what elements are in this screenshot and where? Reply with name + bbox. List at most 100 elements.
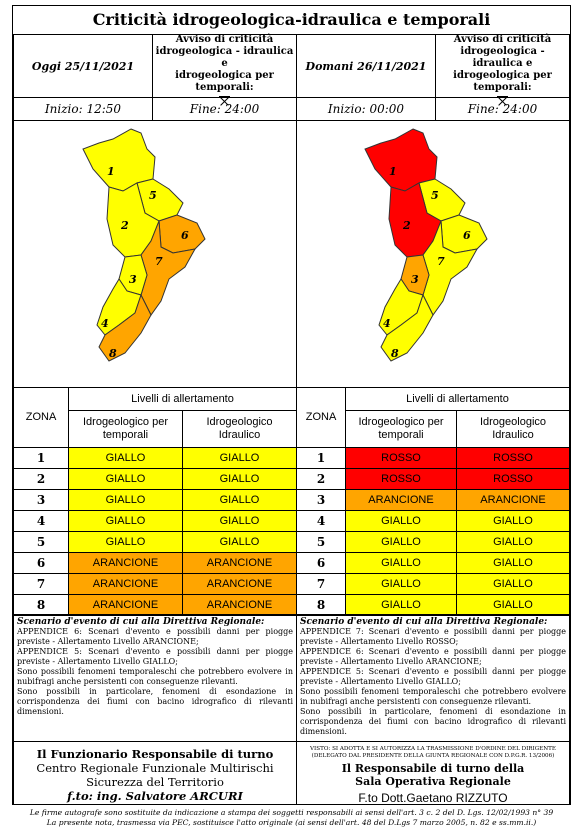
zone-row: 4 GIALLO GIALLO [296, 510, 570, 532]
zone-row: 1 ROSSO ROSSO [296, 447, 570, 469]
levels-header: Livelli di allertamento [68, 387, 297, 411]
zone-number: 4 [296, 510, 346, 532]
level-idrogeo-idraulico: GIALLO [456, 531, 570, 553]
zona-header: ZONA [13, 387, 69, 448]
svg-text:6: 6 [463, 229, 471, 242]
level-idrogeo-temporali: GIALLO [68, 531, 183, 553]
avviso-line3: idrogeologica per temporali: [175, 70, 274, 93]
level-idrogeo-temporali: GIALLO [68, 468, 183, 490]
zone-row: 1 GIALLO GIALLO [13, 447, 297, 469]
zone-row: 2 ROSSO ROSSO [296, 468, 570, 490]
levels-header: Livelli di allertamento [345, 387, 570, 411]
level-idrogeo-temporali: GIALLO [345, 573, 457, 595]
level-idrogeo-temporali: ROSSO [345, 468, 457, 490]
col-idrogeologico-idraulico: Idrogeologico Idraulico [456, 410, 570, 448]
sign-left-office: Centro Regionale Funzionale Multirischi [36, 761, 274, 775]
zone-row: 2 GIALLO GIALLO [13, 468, 297, 490]
tomorrow-label: Domani 26/11/2021 [296, 34, 436, 98]
zone-number: 7 [13, 573, 69, 595]
tomorrow-end: Fine: 24:00 [435, 97, 570, 121]
zone-row: 3 ARANCIONE ARANCIONE [296, 489, 570, 511]
zone-row: 7 ARANCIONE ARANCIONE [13, 573, 297, 595]
level-idrogeo-temporali: GIALLO [345, 594, 457, 616]
avviso-line2: idrogeologica - idraulica e [460, 46, 545, 69]
scenario-line: Sono possibili in particolare, fenomeni … [300, 707, 566, 736]
level-idrogeo-idraulico: GIALLO [456, 573, 570, 595]
sign-right-room: Sala Operativa Regionale [355, 775, 511, 788]
scenario-line: APPENDICE 6: Scenari d'evento e possibil… [17, 627, 293, 646]
col-idrogeologico-idraulico: Idrogeologico Idraulico [182, 410, 297, 448]
zone-row: 5 GIALLO GIALLO [296, 531, 570, 553]
avviso-line1: Avviso di criticità [175, 34, 274, 45]
svg-text:1: 1 [389, 165, 397, 178]
sign-left-role: Il Funzionario Responsabile di turno [36, 747, 274, 761]
scenario-tomorrow: Scenario d'evento di cui alla Direttiva … [296, 614, 570, 742]
calabria-map-today: 1 5 2 6 7 3 4 8 [82, 128, 206, 362]
tomorrow-avviso: Avviso di criticità idrogeologica - idra… [435, 34, 570, 98]
level-idrogeo-temporali: ARANCIONE [345, 489, 457, 511]
zone-row: 6 ARANCIONE ARANCIONE [13, 552, 297, 574]
signature-left: Il Funzionario Responsabile di turno Cen… [13, 741, 297, 805]
col-idrogeologico-temporali: Idrogeologico per temporali [68, 410, 183, 448]
sign-left-dept: Sicurezza del Territorio [86, 775, 224, 789]
level-idrogeo-idraulico: GIALLO [182, 447, 297, 469]
svg-text:8: 8 [391, 347, 399, 360]
zone-number: 6 [13, 552, 69, 574]
level-idrogeo-temporali: GIALLO [68, 510, 183, 532]
level-idrogeo-idraulico: GIALLO [182, 489, 297, 511]
levels-table-today: ZONA Livelli di allertamento Idrogeologi… [13, 387, 297, 616]
zone-row: 6 GIALLO GIALLO [296, 552, 570, 574]
page-title: Criticità idrogeologica-idraulica e temp… [13, 6, 570, 35]
avviso-line2: idrogeologica - idraulica e [155, 46, 294, 69]
document-frame: Criticità idrogeologica-idraulica e temp… [12, 5, 571, 805]
level-idrogeo-idraulico: ARANCIONE [182, 552, 297, 574]
zone-rows-tomorrow: 1 ROSSO ROSSO 2 ROSSO ROSSO 3 ARANCIONE ARANCION… [296, 447, 570, 616]
zone-row: 8 ARANCIONE ARANCIONE [13, 594, 297, 616]
svg-text:6: 6 [181, 229, 189, 242]
footer-note-1: Le firme autografe sono sostituite da in… [29, 808, 554, 817]
scenario-line: Sono possibili fenomeni temporaleschi ch… [300, 687, 566, 706]
avviso-line3: idrogeologica per temporali: [453, 70, 552, 93]
zone-row: 3 GIALLO GIALLO [13, 489, 297, 511]
svg-text:5: 5 [149, 189, 157, 202]
svg-text:5: 5 [431, 189, 439, 202]
scenario-line: Sono possibili in particolare, fenomeni … [17, 687, 293, 716]
scenario-title: Scenario d'evento di cui alla Direttiva … [17, 617, 265, 627]
zone-number: 5 [13, 531, 69, 553]
level-idrogeo-idraulico: GIALLO [456, 510, 570, 532]
scenario-today: Scenario d'evento di cui alla Direttiva … [13, 614, 297, 742]
zone-number: 7 [296, 573, 346, 595]
visto-line2: (DELEGATO DAL PRESIDENTE DELLA GIUNTA RE… [311, 753, 555, 759]
zone-number: 5 [296, 531, 346, 553]
level-idrogeo-idraulico: ROSSO [456, 447, 570, 469]
level-idrogeo-temporali: GIALLO [68, 447, 183, 469]
footer-note-2: La presente nota, trasmessa via PEC, sos… [46, 818, 537, 827]
level-idrogeo-idraulico: GIALLO [456, 552, 570, 574]
scenario-line: Sono possibili fenomeni temporaleschi ch… [17, 667, 293, 686]
level-idrogeo-idraulico: ROSSO [456, 468, 570, 490]
zone-row: 7 GIALLO GIALLO [296, 573, 570, 595]
zone-number: 2 [296, 468, 346, 490]
sign-right-role: Il Responsabile di turno della [341, 762, 525, 775]
level-idrogeo-temporali: GIALLO [68, 489, 183, 511]
svg-text:2: 2 [120, 219, 129, 232]
map-zone-8 [380, 293, 434, 362]
svg-text:8: 8 [109, 347, 117, 360]
level-idrogeo-idraulico: GIALLO [182, 468, 297, 490]
level-idrogeo-temporali: GIALLO [345, 510, 457, 532]
col-idrogeologico-temporali: Idrogeologico per temporali [345, 410, 457, 448]
calabria-map-tomorrow: 1 5 2 6 7 3 4 8 [364, 128, 488, 362]
zone-rows-today: 1 GIALLO GIALLO 2 GIALLO GIALLO 3 GIALLO GIALLO 4… [13, 447, 297, 616]
zone-number: 6 [296, 552, 346, 574]
svg-text:7: 7 [155, 255, 163, 268]
zone-number: 3 [13, 489, 69, 511]
scenario-line: APPENDICE 6: Scenari d'evento e possibil… [300, 647, 566, 666]
svg-text:3: 3 [129, 273, 137, 286]
today-label: Oggi 25/11/2021 [13, 34, 153, 98]
today-avviso: Avviso di criticità idrogeologica - idra… [152, 34, 297, 98]
svg-text:7: 7 [437, 255, 445, 268]
level-idrogeo-temporali: ARANCIONE [68, 573, 183, 595]
level-idrogeo-temporali: ARANCIONE [68, 594, 183, 616]
level-idrogeo-temporali: ARANCIONE [68, 552, 183, 574]
svg-text:4: 4 [383, 317, 391, 330]
